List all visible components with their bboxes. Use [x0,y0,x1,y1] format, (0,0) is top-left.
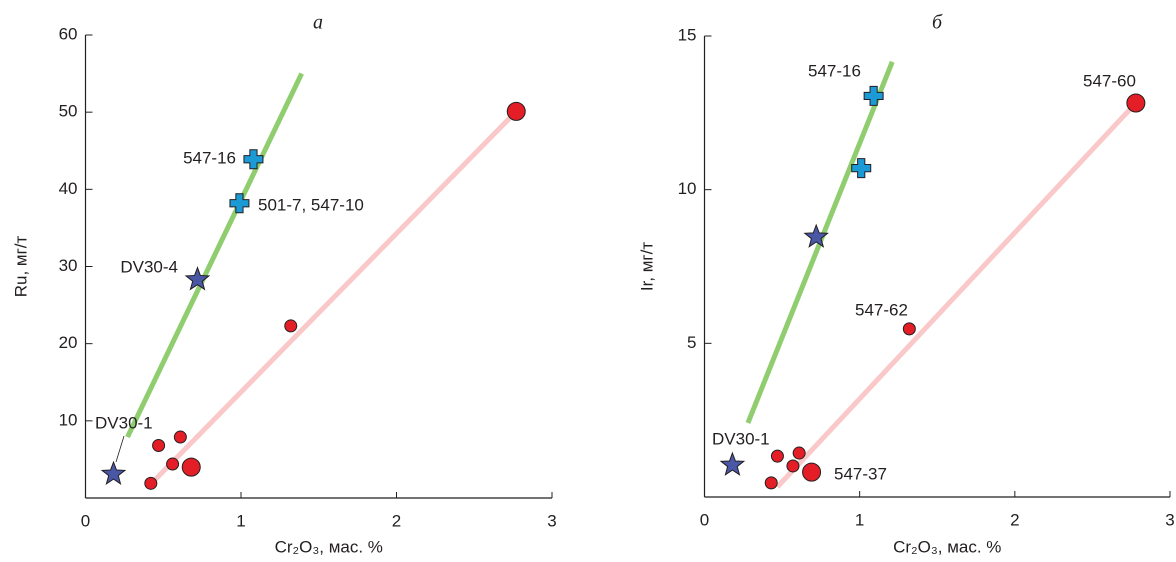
point [144,476,158,490]
point [152,439,166,453]
annotation: DV30-4 [120,257,178,276]
y-tick-label: 20 [59,333,78,352]
point [1126,93,1146,113]
y-tick-label: 5 [687,333,696,352]
point [100,460,127,485]
point [770,449,784,463]
panel-title: б [932,12,943,34]
annotation: 547-60 [1083,71,1136,90]
trend-line [775,101,1138,489]
y-tick-label: 60 [59,24,78,43]
x-tick-label: 1 [855,510,864,529]
y-tick-label: 30 [59,256,78,275]
y-tick-label: 50 [59,102,78,121]
trend-line [145,109,519,489]
x-tick-label: 3 [1165,510,1174,529]
point [173,430,187,444]
point [803,223,829,248]
trend-line [125,72,304,439]
y-tick-label: 40 [59,179,78,198]
annotation: DV30-1 [712,429,770,448]
y-axis-label: Ru, мг/т [11,236,30,298]
point [802,462,822,482]
y-tick-label: 10 [59,410,78,429]
point [902,322,916,336]
leader-line [115,435,125,463]
point [243,149,264,170]
annotation: 547-62 [855,300,908,319]
point [181,457,201,477]
y-axis-label: Ir, мг/т [637,242,656,292]
point [863,85,884,106]
x-tick-label: 0 [81,511,90,530]
y-tick-label: 15 [678,25,697,44]
point [166,457,180,471]
x-tick-label: 2 [392,511,401,530]
x-axis-label: Cr₂O₃, мас. % [893,537,1001,556]
y-tick-label: 10 [678,179,697,198]
x-tick-label: 3 [547,511,556,530]
annotation: 547-16 [808,61,861,80]
x-tick-label: 1 [236,511,245,530]
point [184,266,211,291]
point [719,451,746,476]
x-tick-label: 2 [1010,510,1019,529]
point [284,319,298,333]
point [786,459,800,473]
annotation: 501-7, 547-10 [258,195,364,214]
point [792,446,806,460]
annotation: DV30-1 [95,413,153,432]
x-axis-label: Cr₂O₃, мас. % [275,537,383,556]
panel-title: а [313,12,323,34]
point [764,476,778,490]
x-tick-label: 0 [700,510,709,529]
point [506,101,526,121]
annotation: 547-37 [834,464,887,483]
point [229,193,250,214]
annotation: 547-16 [183,148,236,167]
point [851,158,872,179]
